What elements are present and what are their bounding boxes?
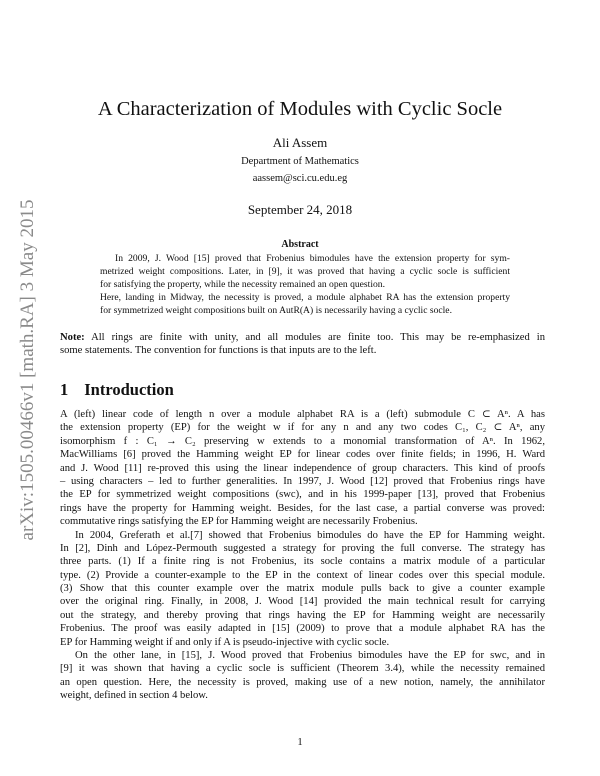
- text-line: over the original ring. Finally, in 2008…: [60, 596, 545, 608]
- abstract-body: In 2009, J. Wood [15] proved that Froben…: [100, 252, 510, 317]
- text-line: type. (2) Provide a counter-example to t…: [60, 569, 545, 581]
- text-line: [9] it was shown that having a cyclic so…: [60, 663, 545, 675]
- email[interactable]: aassem@sci.cu.edu.eg: [252, 173, 348, 184]
- text-line: the EP for symmetrized weight compositio…: [60, 489, 545, 501]
- text-line: rings have the property for Hamming weig…: [60, 502, 545, 514]
- note: Note: All rings are finite with unity, a…: [60, 331, 545, 358]
- author: Ali Assem: [272, 135, 328, 150]
- introduction-body: A (left) linear code of length n over a …: [60, 408, 545, 703]
- text-line: the extension property (EP) for the weig…: [60, 422, 545, 434]
- text-line: – using characters – led to further gene…: [60, 475, 545, 487]
- text-line: In 2004, Greferath et al.[7] showed that…: [75, 529, 545, 541]
- text-line: an open question. Here, the necessity is…: [60, 676, 545, 688]
- department: Department of Mathematics: [241, 156, 359, 167]
- text-line: On the other lane, in [15], J. Wood prov…: [75, 650, 545, 662]
- text-line: and J. Wood [11] re-proved this using th…: [60, 462, 545, 474]
- text-line: out the strategy, and thereby proving th…: [60, 609, 545, 621]
- abstract-heading: Abstract: [281, 239, 319, 250]
- text-line: metrized weight compositions. Later, in …: [100, 266, 510, 277]
- note-line: some statements. The convention for func…: [60, 345, 377, 357]
- text-line: EP for Hamming weight if and only if A i…: [60, 636, 390, 648]
- text-line: In 2009, J. Wood [15] proved that Froben…: [115, 253, 510, 264]
- page-number: 1: [297, 737, 303, 748]
- text-line: A (left) linear code of length n over a …: [60, 409, 545, 420]
- note-label: Note:: [60, 332, 85, 343]
- date: September 24, 2018: [247, 202, 353, 217]
- text-line: weight, defined in section 4 below.: [60, 690, 208, 702]
- text-line: Frobenius. The proof was easily adapted …: [60, 623, 545, 635]
- text-line: three parts. (1) If a finite ring is not…: [60, 556, 545, 568]
- text-line: MacWilliams [6] proved the Hamming weigh…: [60, 449, 545, 461]
- section-number: 1: [60, 380, 69, 399]
- text-line: for symmetrized weight compositions buil…: [100, 305, 452, 316]
- text-line: for satisfying the property, while the n…: [100, 279, 385, 290]
- section-heading: 1 Introduction: [60, 380, 190, 400]
- text-line: In [2], Dinh and López-Permouth suggeste…: [60, 542, 545, 554]
- text-line: Here, landing in Midway, the necessity i…: [100, 292, 510, 303]
- paper-title: A Characterization of Modules with Cycli…: [97, 98, 503, 120]
- text-line: commutative rings satisfying the EP for …: [60, 516, 418, 528]
- text-line: isomorphism f : C₁ → C₂ preserving w ext…: [60, 435, 545, 447]
- section-title: Introduction: [84, 380, 174, 399]
- text-line: (3) Show that this counter example over …: [60, 583, 545, 595]
- note-line: Note: All rings are finite with unity, a…: [60, 332, 545, 343]
- arxiv-stamp: arXiv:1505.00466v1 [math.RA] 3 May 2015: [17, 199, 38, 541]
